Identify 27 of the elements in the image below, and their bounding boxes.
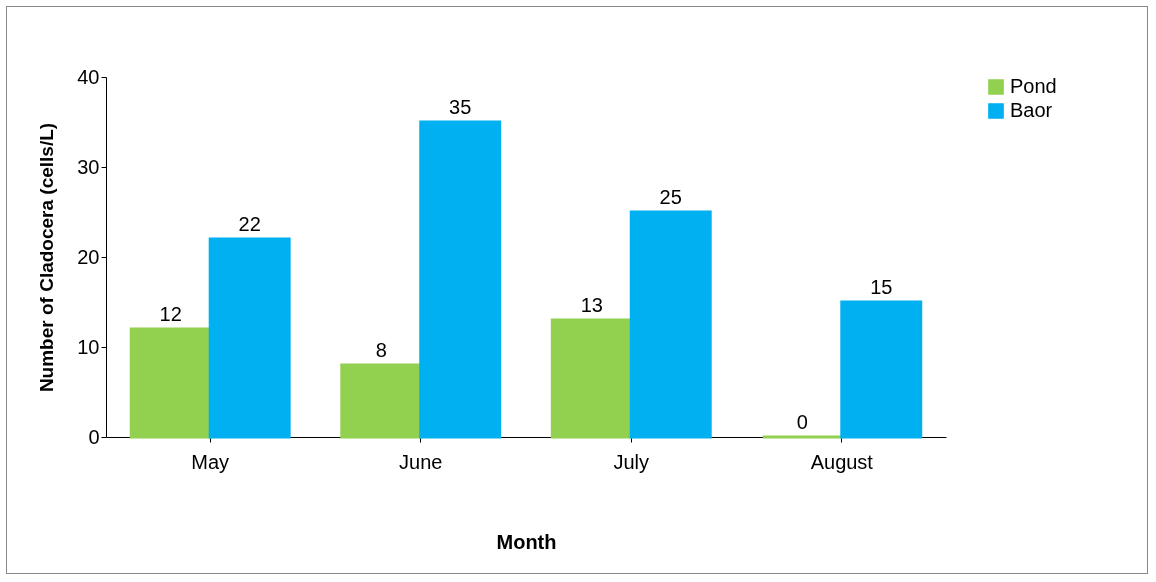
y-tick-label: 30 xyxy=(77,155,100,178)
data-label: 25 xyxy=(659,186,682,208)
bar xyxy=(629,210,712,439)
data-label: 22 xyxy=(238,213,261,235)
x-tick-label: June xyxy=(399,450,443,473)
data-label: 15 xyxy=(870,276,893,298)
bar xyxy=(550,318,633,439)
bar xyxy=(419,120,502,439)
y-tick-label: 0 xyxy=(88,425,100,448)
bar xyxy=(840,300,923,439)
data-label: 0 xyxy=(796,411,808,433)
data-label: 8 xyxy=(375,339,387,361)
x-axis-title: Month xyxy=(496,530,557,553)
data-label: 12 xyxy=(159,303,182,325)
y-tick-label: 10 xyxy=(77,335,100,358)
bar xyxy=(208,237,291,439)
y-axis-title: Number of Cladocera (cells/L) xyxy=(36,122,58,393)
legend-label: Baor xyxy=(1010,99,1053,121)
y-tick-label: 40 xyxy=(77,65,100,88)
bar xyxy=(129,327,212,439)
legend-label: Pond xyxy=(1010,75,1057,97)
x-tick-label: May xyxy=(191,450,230,473)
x-tick-label: July xyxy=(613,450,650,473)
x-tick-label: August xyxy=(810,450,874,473)
data-label: 35 xyxy=(449,96,472,118)
data-label: 13 xyxy=(580,294,603,316)
y-tick-label: 20 xyxy=(77,245,100,268)
